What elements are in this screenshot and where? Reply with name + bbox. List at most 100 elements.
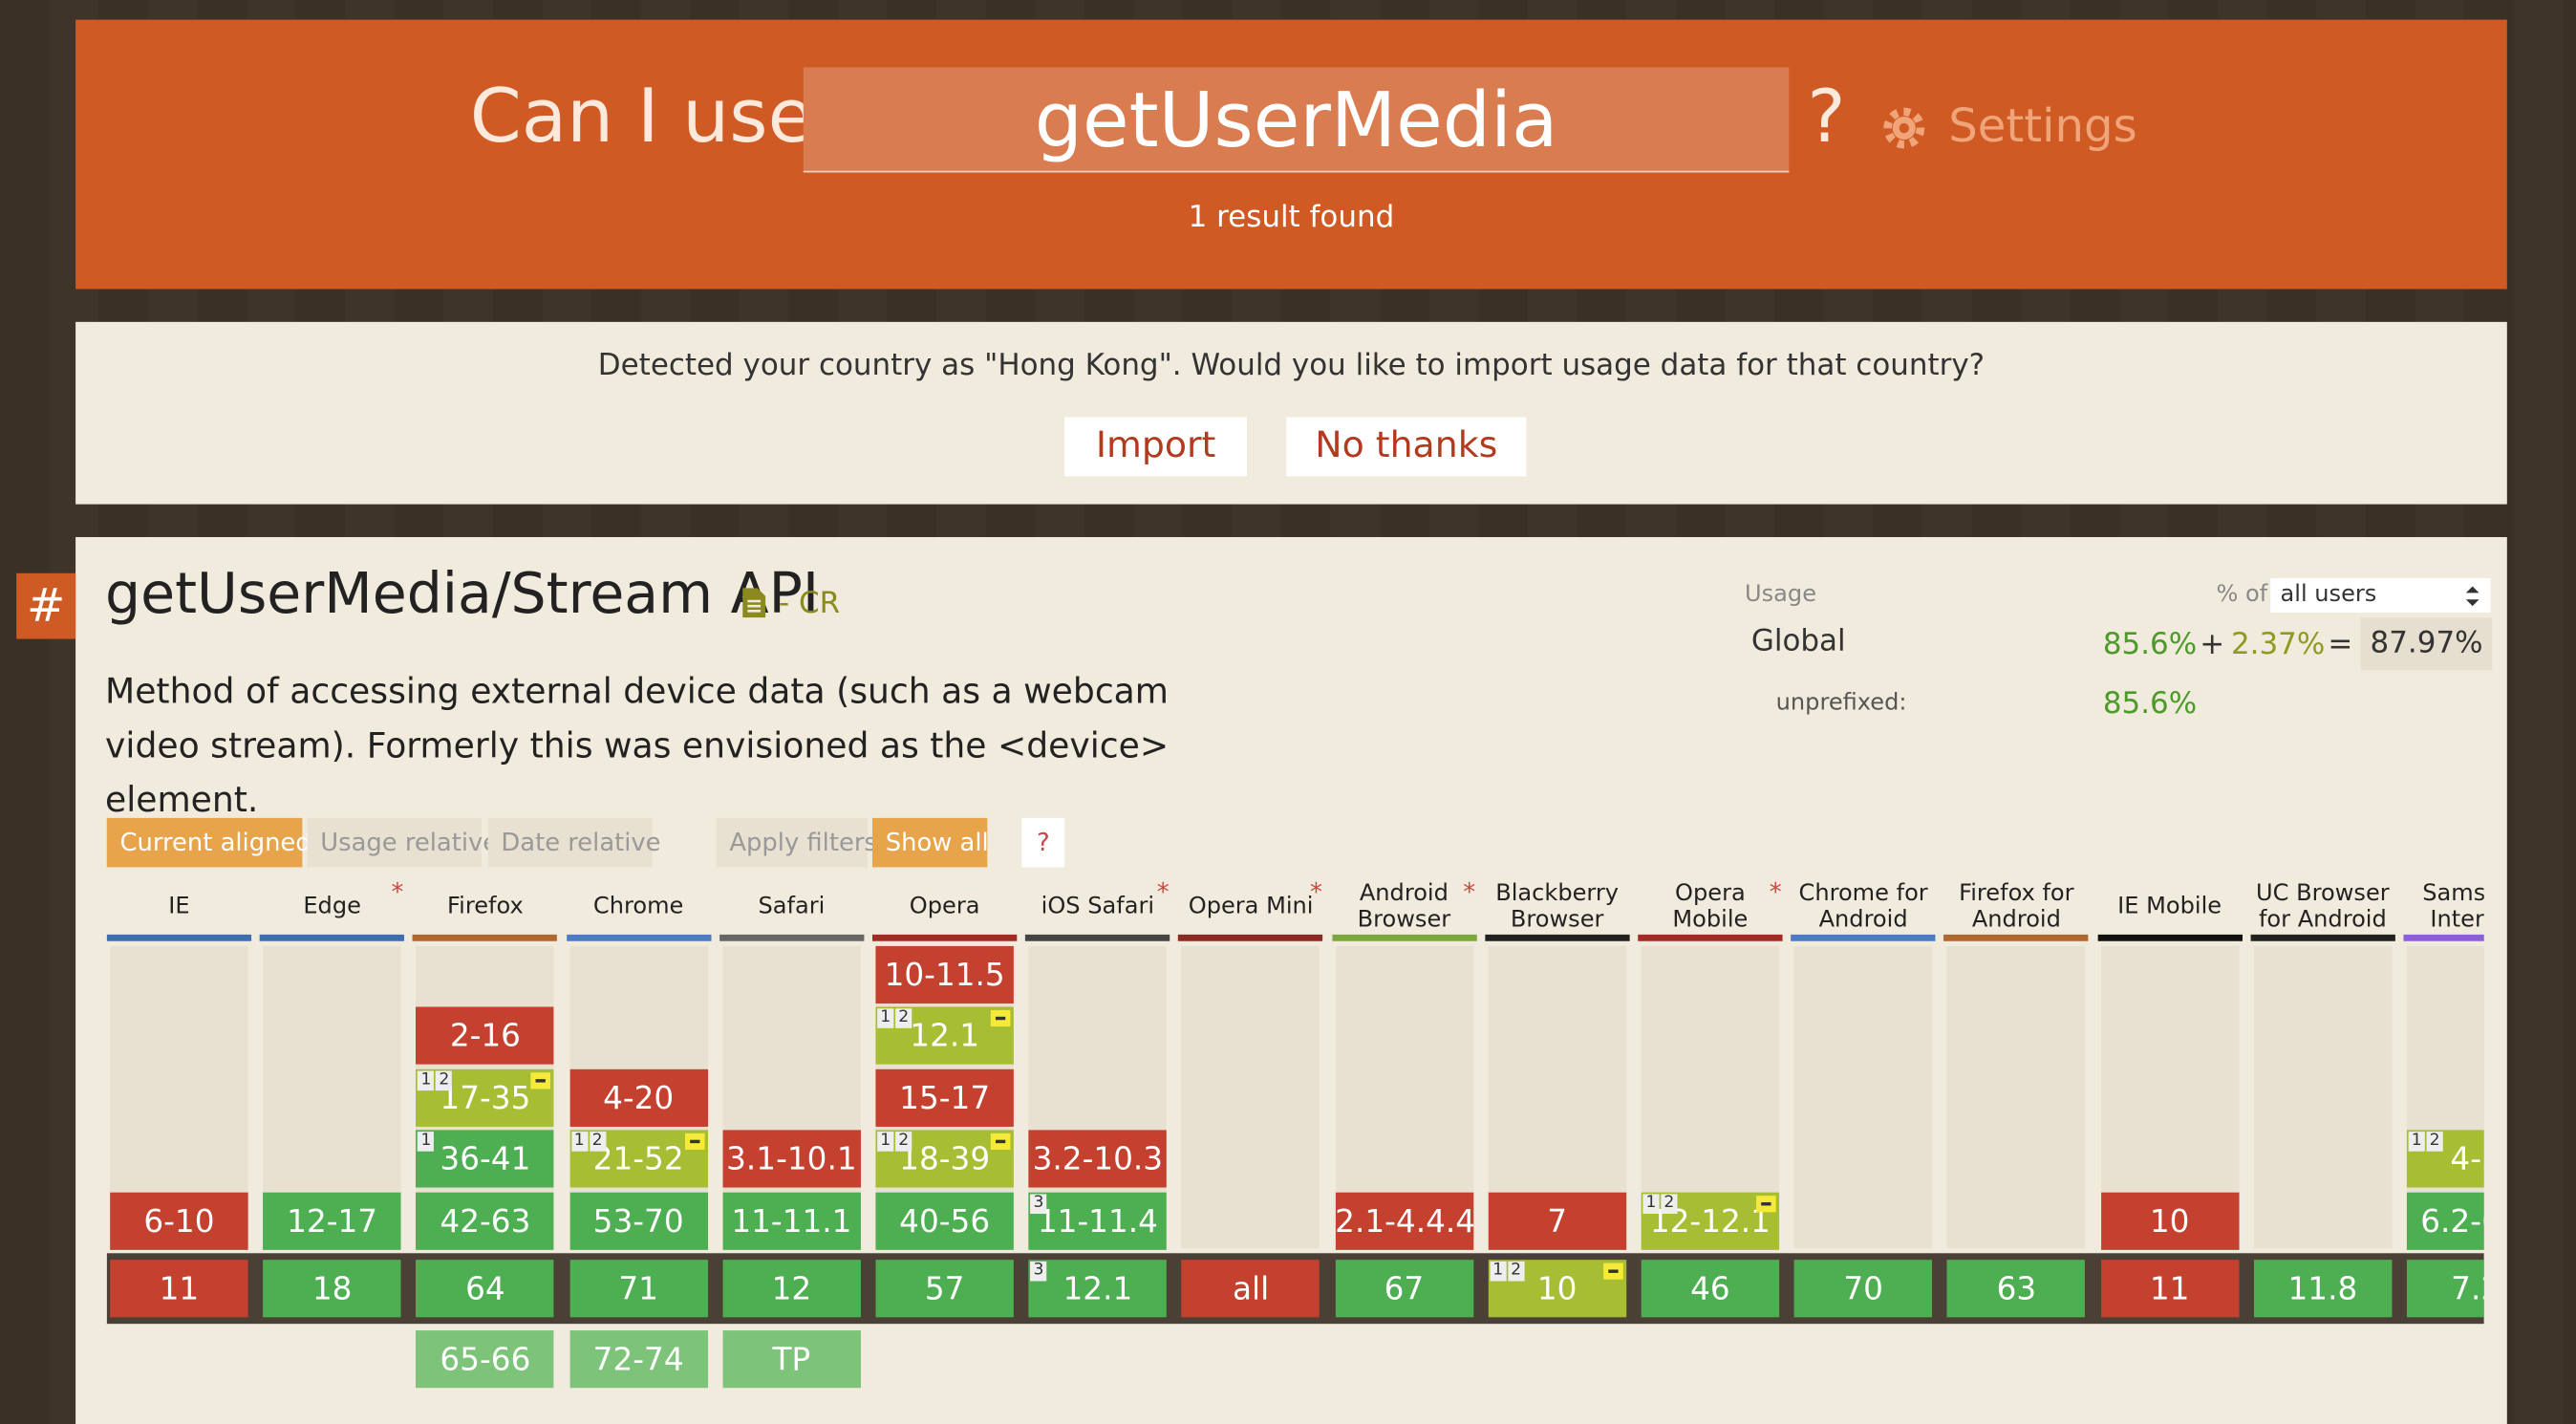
version-cell[interactable]: 57	[875, 1260, 1014, 1318]
version-cell[interactable]: 11.8	[2253, 1260, 2393, 1318]
version-cell[interactable]: 63	[1947, 1260, 2086, 1318]
browser-name: Android Browser	[1357, 880, 1451, 934]
version: 11	[2149, 1271, 2190, 1308]
version: 11-11.4	[1037, 1203, 1158, 1240]
version-cell[interactable]: 12.1 3	[1028, 1260, 1168, 1318]
browser-bar	[2250, 934, 2395, 941]
version-cell[interactable]: 17-35 1 2	[416, 1068, 555, 1127]
percent-of: % of	[2216, 581, 2268, 608]
version-cell[interactable]: 36-41 1	[416, 1130, 555, 1188]
apply-filters[interactable]: Apply filters	[716, 817, 877, 868]
version-cell[interactable]: 4-20	[569, 1068, 708, 1127]
import-button[interactable]: Import	[1064, 417, 1248, 477]
prefix-dash	[995, 1140, 1006, 1144]
version-cell[interactable]: 18-39 1 2	[875, 1130, 1014, 1188]
version: 40-56	[899, 1203, 991, 1240]
browser-bar	[1178, 934, 1323, 941]
version: 67	[1384, 1271, 1425, 1308]
version-cell[interactable]: 21-52 1 2	[569, 1130, 708, 1188]
version: 70	[1843, 1271, 1883, 1308]
dismiss-button[interactable]: No thanks	[1286, 417, 1527, 477]
browser-name: Blackberry Browser	[1495, 880, 1620, 934]
plus: +	[2200, 627, 2225, 662]
version-cell[interactable]: 7.2	[2406, 1260, 2484, 1318]
browser-name: Opera Mobile	[1672, 880, 1749, 934]
version-cell[interactable]: 12.1 1 2	[875, 1007, 1014, 1066]
version: 7.2	[2451, 1271, 2484, 1308]
version-cell[interactable]: TP	[722, 1330, 861, 1389]
version-cell[interactable]: 70	[1793, 1260, 1933, 1318]
usage-label: Usage	[1745, 581, 1817, 608]
note-ref: 2	[589, 1132, 606, 1153]
version-cell[interactable]: 65-66	[416, 1330, 555, 1389]
asterisk: *	[391, 876, 404, 907]
settings[interactable]: Settings	[1948, 98, 2137, 153]
show-all[interactable]: Show all	[872, 817, 989, 868]
browser-name: Opera Mini	[1188, 893, 1314, 920]
browser-name: Opera	[909, 893, 980, 920]
browser-name: IE Mobile	[2117, 893, 2222, 920]
version-cell[interactable]: 12-12.1 1 2	[1641, 1192, 1780, 1250]
version: 6-10	[143, 1203, 215, 1240]
users-select[interactable]: all users	[2270, 577, 2491, 614]
version-cell[interactable]: 11-11.4 3	[1028, 1192, 1168, 1250]
browser-name: Firefox for Android	[1959, 880, 2074, 934]
version-cell[interactable]: 11	[2100, 1260, 2239, 1318]
version-cell[interactable]: 6.2-6.4	[2406, 1192, 2484, 1250]
version-cell[interactable]: 40-56	[875, 1192, 1014, 1250]
version-cell[interactable]: 71	[569, 1260, 708, 1318]
note-ref: 1	[877, 1008, 894, 1029]
version: 21-52	[592, 1141, 684, 1178]
version-cell[interactable]: 2-16	[416, 1007, 555, 1066]
version-cell[interactable]: 53-70	[569, 1192, 708, 1250]
browser-bar	[2403, 934, 2484, 941]
total: 87.97%	[2360, 617, 2493, 671]
filter-tab[interactable]: Date relative	[487, 817, 661, 868]
version-cell[interactable]: 10	[2100, 1192, 2239, 1250]
filter-tab[interactable]: Current aligned	[106, 817, 311, 868]
search-input[interactable]: getUserMedia	[803, 67, 1790, 173]
version: 15-17	[899, 1080, 991, 1117]
question: ?	[1807, 76, 1846, 160]
browser-bar	[566, 934, 711, 941]
version-cell[interactable]: 72-74	[569, 1330, 708, 1389]
version-cell[interactable]: 10-11.5	[875, 945, 1014, 1004]
column-bg	[1947, 945, 2086, 1249]
version-cell[interactable]: 3.1-10.1	[722, 1130, 861, 1188]
browser-name: Chrome	[592, 893, 684, 920]
partial: 2.37%	[2230, 627, 2326, 662]
prefix-badge	[684, 1133, 704, 1151]
filter-tab[interactable]: Usage relative	[307, 817, 498, 868]
anchor[interactable]: #	[16, 572, 76, 639]
version-cell[interactable]: 10 1 2	[1488, 1260, 1626, 1318]
note-ref: 2	[2426, 1132, 2443, 1153]
version-cell[interactable]: 42-63	[416, 1192, 555, 1250]
browser-bar	[2096, 934, 2243, 941]
version-cell[interactable]: 6-10	[110, 1192, 248, 1250]
status[interactable]: - CR	[778, 586, 841, 621]
version-cell[interactable]: 12-17	[263, 1192, 401, 1250]
version-cell[interactable]: all	[1181, 1260, 1320, 1318]
version-cell[interactable]: 18	[263, 1260, 401, 1318]
version-cell[interactable]: 46	[1641, 1260, 1780, 1318]
version-cell[interactable]: 12	[722, 1260, 861, 1318]
prefix: Can I use	[469, 72, 814, 160]
version: 10	[1536, 1271, 1578, 1308]
browser-bar	[259, 934, 405, 941]
version-cell[interactable]: 2.1-4.4.4	[1335, 1192, 1473, 1250]
prefix-dash	[1607, 1269, 1619, 1273]
version-cell[interactable]: 11	[110, 1260, 248, 1318]
version: 10-11.5	[884, 957, 1005, 994]
version-cell[interactable]: 11-11.1	[722, 1192, 861, 1250]
version-cell[interactable]: 3.2-10.3	[1028, 1130, 1168, 1188]
version-cell[interactable]: 4-5 12	[2406, 1130, 2484, 1188]
version: 72-74	[592, 1342, 684, 1378]
browser-bar	[719, 934, 865, 941]
version-cell[interactable]: 64	[416, 1260, 555, 1318]
version-cell[interactable]: 15-17	[875, 1068, 1014, 1127]
version-cell[interactable]: 67	[1335, 1260, 1473, 1318]
gear-icon[interactable]	[1881, 105, 1927, 151]
doc-icon[interactable]	[742, 588, 766, 618]
version-cell[interactable]: 7	[1488, 1192, 1626, 1250]
help[interactable]: ?	[1021, 817, 1065, 868]
